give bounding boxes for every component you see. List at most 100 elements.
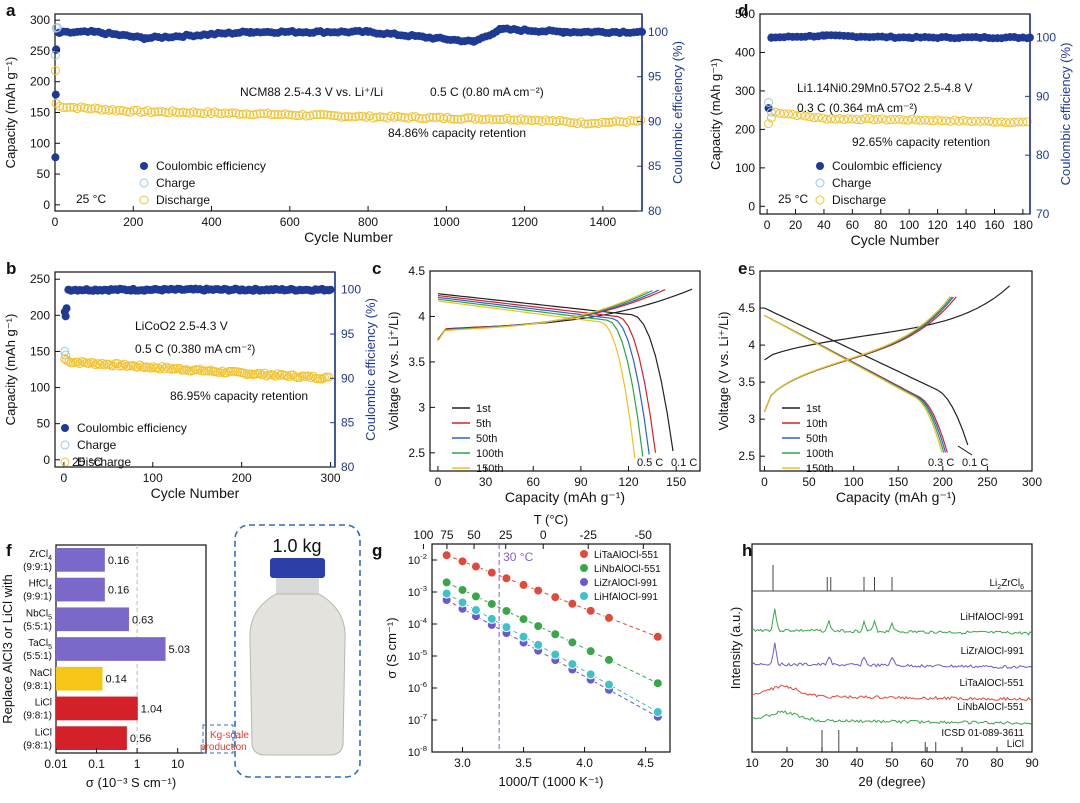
discharge-point (856, 115, 866, 125)
y-axis-label: Intensity (a.u.) (728, 607, 743, 689)
x-axis-label: Cycle Number (851, 232, 940, 248)
discharge-curve (764, 314, 945, 453)
legend-marker (61, 424, 69, 432)
x-axis-label: Capacity (mAh g⁻¹) (505, 489, 625, 505)
discharge-point (958, 115, 968, 125)
discharge-point (234, 109, 244, 119)
discharge-curve (437, 298, 644, 457)
discharge-point (322, 110, 332, 120)
charge-curve (763, 296, 951, 412)
data-point (550, 629, 561, 640)
category-label: NaCl (30, 668, 52, 679)
x-axis-label: 1000/T (1000 K⁻¹) (499, 774, 604, 789)
discharge-point (282, 371, 292, 381)
discharge-point (317, 374, 327, 384)
discharge-point (916, 115, 926, 125)
top-tick-label: 100 (413, 528, 433, 542)
data-point (652, 707, 663, 717)
legend-label: LiHfAlOCl-991 (594, 592, 658, 603)
discharge-point (284, 110, 294, 120)
x-tick-label: 1000 (433, 215, 460, 229)
y2-axis-label: Coulombic efficiency (%) (1058, 43, 1073, 186)
x-tick-label: 10 (745, 756, 759, 770)
discharge-point (62, 355, 72, 365)
discharge-point (111, 106, 121, 116)
discharge-point (157, 106, 167, 116)
discharge-point (60, 354, 70, 364)
discharge-point (407, 112, 417, 122)
legend-label: 100th (476, 448, 504, 460)
discharge-point (100, 104, 110, 114)
data-point (486, 598, 497, 609)
y-tick-label: 100 (341, 283, 361, 297)
bar (56, 666, 103, 691)
discharge-point (463, 113, 473, 123)
x-tick-label: 200 (232, 471, 252, 485)
discharge-point (835, 114, 845, 124)
y-axis-label: Capacity (mAh g⁻¹) (3, 314, 18, 426)
x-axis-label: Cycle Number (151, 485, 240, 501)
discharge-point (329, 111, 339, 121)
discharge-point (259, 109, 269, 119)
discharge-point (937, 116, 947, 126)
ce-point (51, 90, 60, 99)
discharge-point (336, 112, 346, 122)
arrow-line (957, 445, 973, 456)
discharge-point (146, 363, 156, 373)
legend-label: LiTaAlOCl-551 (594, 550, 659, 561)
discharge-point (509, 115, 519, 125)
ce-point (148, 285, 157, 294)
discharge-point (148, 362, 158, 372)
discharge-point (484, 114, 494, 124)
y-tick-label: 90 (648, 114, 662, 128)
discharge-point (153, 107, 163, 117)
legend-label: Discharge (156, 193, 210, 207)
legend-marker (139, 178, 149, 188)
ce-point (364, 27, 373, 36)
discharge-point (984, 116, 994, 126)
data-point (533, 621, 544, 632)
discharge-curve (764, 307, 969, 446)
panel-letter: e (738, 259, 747, 278)
legend-label: 10th (806, 418, 827, 430)
x-tick-label: 40 (817, 218, 831, 232)
legend-label: 150th (476, 463, 504, 475)
discharge-point (178, 107, 188, 117)
y-tick-label: 300 (30, 13, 50, 27)
annotation: 25 °C (72, 455, 102, 469)
x-tick-label: 600 (280, 215, 300, 229)
x-tick-label: 90 (574, 475, 588, 489)
top-tick-label: 50 (467, 528, 481, 542)
data-point (550, 592, 561, 603)
discharge-point (980, 116, 990, 126)
y-tick-label: 100 (648, 25, 668, 39)
y-tick-label: 250 (30, 272, 50, 286)
discharge-point (294, 111, 304, 121)
x-tick-label: 20 (780, 756, 794, 770)
y-tick-label: 300 (735, 84, 755, 98)
ce-point (141, 34, 150, 43)
legend-label: LiZrAlOCl-991 (594, 578, 658, 589)
discharge-point (864, 114, 874, 124)
discharge-point (104, 359, 114, 369)
data-point (441, 577, 452, 588)
data-point (652, 678, 663, 689)
bar (56, 577, 105, 602)
discharge-point (852, 115, 862, 125)
discharge-point (962, 116, 972, 126)
y-axis-label: Voltage (V vs. Li⁺/Li) (716, 312, 731, 431)
y-tick-label: 5 (748, 264, 755, 278)
discharge-point (182, 365, 192, 375)
discharge-point (70, 357, 80, 367)
x-tick-label: 0.01 (44, 757, 68, 771)
top-tick-label: -50 (635, 528, 653, 542)
y2-axis-label: Coulombic efficiency (%) (363, 298, 378, 441)
discharge-point (425, 112, 435, 122)
discharge-point (135, 360, 145, 370)
ce-point (469, 37, 478, 46)
x-tick-label: 100 (844, 475, 864, 489)
series-label: LiCl (1007, 739, 1024, 750)
discharge-point (565, 118, 575, 128)
x-tick-label: 0 (435, 475, 442, 489)
bar (56, 726, 127, 750)
